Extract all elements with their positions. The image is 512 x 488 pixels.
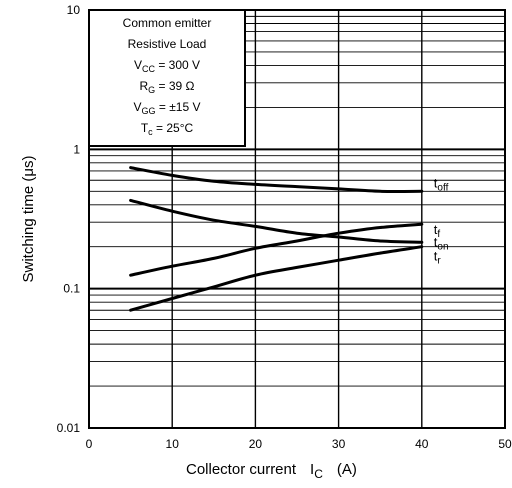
series-line-t-on	[129, 198, 424, 244]
annotation-vgg-main: V	[134, 100, 142, 114]
grid-lines	[89, 10, 505, 428]
y-tick-label: 10	[67, 3, 81, 17]
y-tick-label: 1	[73, 142, 80, 156]
annotation-rg-sub: G	[148, 85, 155, 95]
y-axis-label: Switching time (μs)	[20, 155, 37, 282]
annotation-vgg-value: = ±15 V	[156, 100, 201, 114]
annotation-rg: RG = 39 Ω	[139, 79, 194, 95]
x-tick-label: 10	[166, 437, 180, 451]
series-label-t-f: tf	[434, 222, 441, 240]
plot-frame	[88, 9, 506, 429]
annotation-vcc-sub: CC	[142, 64, 155, 74]
annotation-line-2: Resistive Load	[128, 37, 207, 51]
x-axis-label-symbol-sub: C	[314, 467, 323, 481]
annotation-tc: Tc = 25°C	[141, 121, 194, 137]
annotation-tc-sub: c	[148, 127, 153, 137]
series-label-t-r: tr	[434, 249, 442, 267]
series-line-t-r	[129, 245, 424, 312]
tick-labels: 0 10 20 30 40 50 0.01 0.1 1 10	[57, 3, 512, 451]
annotation-vcc: VCC = 300 V	[134, 58, 200, 74]
series-label-t-on: ton	[434, 234, 449, 252]
x-tick-label: 50	[498, 437, 512, 451]
annotation-vcc-main: V	[134, 58, 142, 72]
annotation-box: Common emitter Resistive Load VCC = 300 …	[88, 9, 246, 147]
series-line-t-off	[129, 166, 424, 193]
annotation-box-border	[88, 9, 246, 147]
annotation-tc-value: = 25°C	[153, 121, 194, 135]
x-axis-label-unit: (A)	[337, 461, 357, 478]
annotation-tc-main: T	[141, 121, 149, 135]
annotation-vgg-sub: GG	[142, 106, 156, 116]
x-tick-label: 20	[249, 437, 263, 451]
series-label-t-off: toff	[434, 175, 449, 193]
y-tick-label: 0.1	[63, 282, 80, 296]
series-line-t-f	[129, 222, 424, 277]
annotation-rg-main: R	[139, 79, 148, 93]
x-tick-label: 0	[86, 437, 93, 451]
x-axis-label: Collector current IC (A)	[186, 461, 357, 481]
x-tick-label: 30	[332, 437, 346, 451]
x-tick-label: 40	[415, 437, 429, 451]
annotation-vcc-value: = 300 V	[155, 58, 200, 72]
annotation-rg-value: = 39 Ω	[155, 79, 194, 93]
x-axis-label-symbol: I	[310, 461, 314, 478]
y-tick-label: 0.01	[57, 421, 81, 435]
annotation-line-1: Common emitter	[123, 16, 212, 30]
annotation-vgg: VGG = ±15 V	[134, 100, 201, 116]
x-axis-label-text: Collector current	[186, 461, 297, 478]
